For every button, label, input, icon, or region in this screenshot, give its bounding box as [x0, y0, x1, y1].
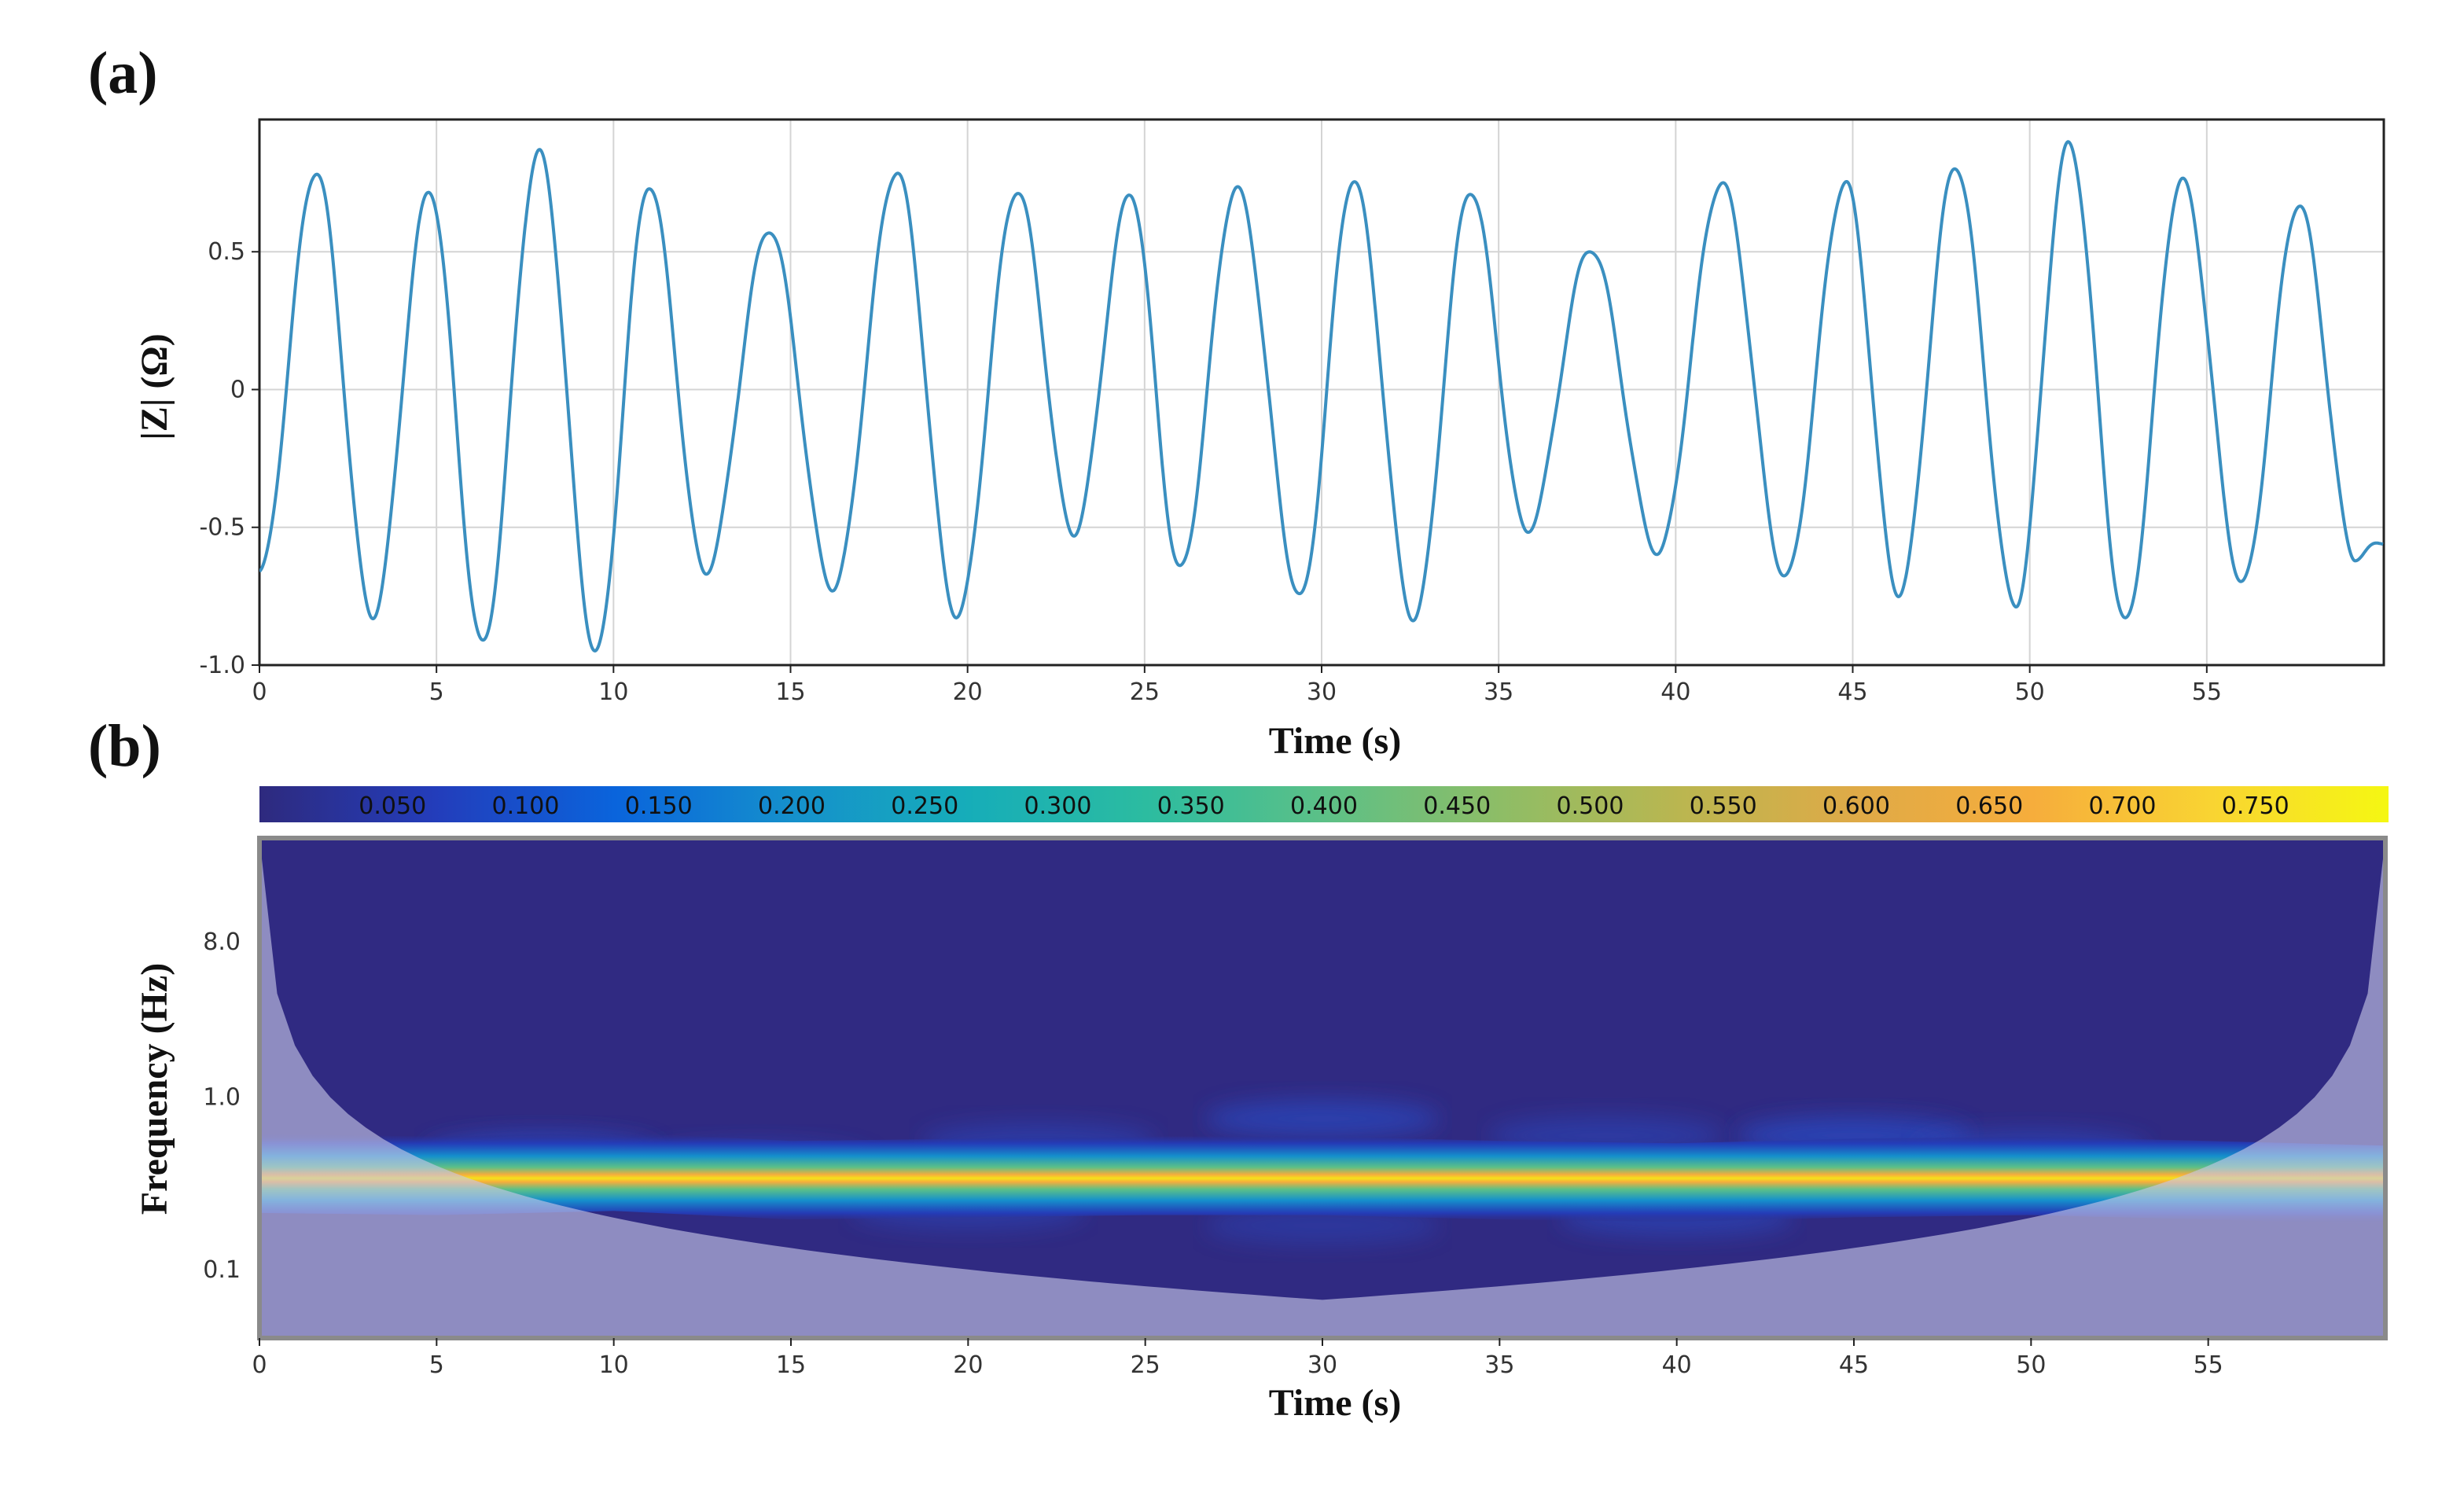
- panel-b-label: (b): [88, 713, 161, 779]
- x-tick-label-10: 10: [599, 1351, 629, 1379]
- panel-a-series: [259, 140, 2384, 653]
- x-tick-label-30: 30: [1307, 1351, 1337, 1379]
- x-tick-label-35: 35: [1484, 678, 1513, 706]
- colorbar-label-0.050: 0.050: [359, 792, 426, 820]
- y-tick-label--0.5: -0.5: [199, 514, 245, 542]
- heatmap-area: [259, 838, 2385, 1338]
- colorbar-label-0.650: 0.650: [1955, 792, 2023, 820]
- colorbar-scale: [259, 786, 2389, 822]
- x-tick-label-20: 20: [953, 1351, 983, 1379]
- panel-a-y-axis-title: |Z| (Ω): [134, 333, 175, 440]
- x-tick-label-15: 15: [775, 678, 805, 706]
- cone-of-influence-overlay: [259, 838, 2385, 1338]
- colorbar-tick-labels: 0.050 0.100 0.150 0.200 0.250 0.300 0.350 0.400…: [359, 792, 2289, 820]
- y-tick-label-0.1: 0.1: [203, 1256, 241, 1284]
- x-tick-label-5: 5: [429, 678, 444, 706]
- panel-a-x-axis-title: Time (s): [1269, 720, 1401, 762]
- colorbar-label-0.500: 0.500: [1557, 792, 1624, 820]
- y-tick-label-0.5: 0.5: [208, 238, 245, 266]
- heatmap-dominant-frequency-ridge: [259, 1132, 2385, 1225]
- panel-a-gridlines: [259, 119, 2384, 666]
- x-tick-label-20: 20: [953, 678, 983, 706]
- colorbar-label-0.250: 0.250: [891, 792, 958, 820]
- x-tick-label-55: 55: [2192, 678, 2222, 706]
- colorbar-label-0.100: 0.100: [492, 792, 560, 820]
- panel-b-y-axis-title: Frequency (Hz): [134, 963, 175, 1215]
- colorbar-label-0.300: 0.300: [1024, 792, 1092, 820]
- y-tick-label-0: 0: [230, 376, 245, 403]
- x-tick-label-25: 25: [1131, 1351, 1160, 1379]
- x-tick-label-45: 45: [1839, 1351, 1869, 1379]
- colorbar-label-0.450: 0.450: [1423, 792, 1491, 820]
- x-tick-label-40: 40: [1662, 1351, 1692, 1379]
- x-tick-label-0: 0: [252, 1351, 267, 1379]
- colorbar-label-0.550: 0.550: [1690, 792, 1757, 820]
- panel-b-wavelet-heatmap: (b) 0.050 0.100 0.150 0.200 0.250 0.300 0.350 0…: [88, 713, 2389, 1424]
- x-tick-label-45: 45: [1837, 678, 1867, 706]
- panel-b-y-ticks: 8.0 1.0 0.1: [203, 928, 241, 1284]
- y-tick-label-1.0: 1.0: [203, 1084, 241, 1112]
- x-tick-label-0: 0: [252, 678, 267, 706]
- panel-a-label: (a): [88, 40, 158, 106]
- x-tick-label-15: 15: [776, 1351, 806, 1379]
- y-tick-label--1.0: -1.0: [199, 652, 245, 679]
- x-tick-label-50: 50: [2016, 1351, 2046, 1379]
- panel-b-x-axis-title: Time (s): [1269, 1382, 1401, 1424]
- x-tick-label-35: 35: [1484, 1351, 1514, 1379]
- x-tick-label-50: 50: [2015, 678, 2045, 706]
- y-tick-label-8.0: 8.0: [203, 928, 241, 956]
- panel-b-x-ticks: 0 5 10 15 20 25 30 35 40 45 50 55: [252, 1338, 2223, 1379]
- panel-a-y-ticks: 0.5 0 -0.5 -1.0: [199, 238, 259, 679]
- colorbar-label-0.400: 0.400: [1290, 792, 1358, 820]
- x-tick-label-5: 5: [429, 1351, 444, 1379]
- colorbar-label-0.350: 0.350: [1157, 792, 1225, 820]
- panel-a-x-ticks: 0 5 10 15 20 25 30 35 40 45 50 55: [252, 665, 2222, 706]
- colorbar-label-0.200: 0.200: [758, 792, 826, 820]
- x-tick-label-10: 10: [598, 678, 628, 706]
- x-tick-label-40: 40: [1660, 678, 1690, 706]
- x-tick-label-30: 30: [1307, 678, 1337, 706]
- colorbar: 0.050 0.100 0.150 0.200 0.250 0.300 0.350 0.400…: [259, 786, 2389, 822]
- panel-a-line-chart: (a) 0 5 10 15 20 25 30 35 40 45 50 55 0.50-0.5-1.0 …: [88, 40, 2385, 762]
- x-tick-label-55: 55: [2194, 1351, 2223, 1379]
- signal-line: [259, 140, 2384, 653]
- heatmap-texture-blob: [1204, 1100, 1440, 1138]
- x-tick-label-25: 25: [1130, 678, 1160, 706]
- colorbar-label-0.600: 0.600: [1822, 792, 1890, 820]
- colorbar-label-0.750: 0.750: [2222, 792, 2289, 820]
- colorbar-label-0.700: 0.700: [2089, 792, 2157, 820]
- colorbar-label-0.150: 0.150: [625, 792, 693, 820]
